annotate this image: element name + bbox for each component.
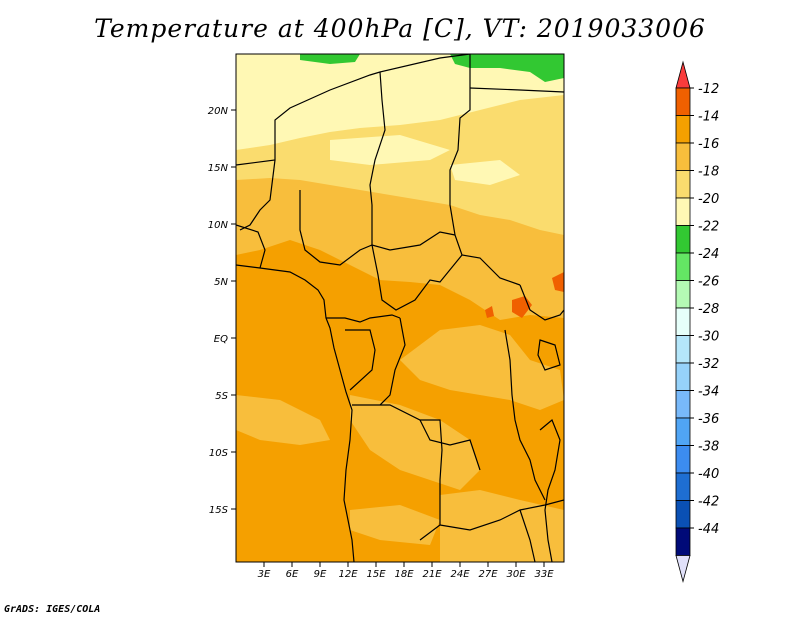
- colorbar-label: -38: [698, 440, 719, 455]
- colorbar-swatch: [675, 362, 691, 391]
- colorbar-swatch: [675, 87, 691, 116]
- colorbar-swatch: [675, 527, 691, 556]
- band-minus18-minus16-patch2: [350, 395, 480, 490]
- x-tick-label: 24E: [450, 569, 470, 580]
- x-axis-labels: 3E 6E 9E 12E 15E 18E 21E 24E 27E 30E 33E: [258, 569, 555, 580]
- colorbar-label: -26: [698, 275, 719, 290]
- x-tick-label: 3E: [258, 569, 271, 580]
- band-minus22-minus20-patch: [330, 135, 450, 165]
- colorbar-label: -28: [698, 302, 719, 317]
- x-tick-label: 6E: [286, 569, 299, 580]
- x-tick-label: 27E: [478, 569, 498, 580]
- colorbar-label: -34: [698, 385, 719, 400]
- colorbar-label: -22: [698, 220, 719, 235]
- colorbar-label: -32: [698, 357, 719, 372]
- country-borders: [236, 54, 564, 562]
- colorbar-label: -36: [698, 412, 719, 427]
- y-tick-label: 5N: [214, 277, 228, 288]
- colorbar: -12 -14 -16 -18 -20 -22 -24 -26 -28 -30 -32 -34 -36 -…: [675, 60, 719, 584]
- colorbar-swatch: [675, 115, 691, 144]
- map-frame: [235, 53, 565, 563]
- x-tick-label: 33E: [534, 569, 554, 580]
- colorbar-swatch: [675, 500, 691, 529]
- colorbar-top-arrow: [675, 60, 691, 89]
- axis-ticks: [231, 109, 545, 567]
- y-tick-label: 15N: [208, 163, 229, 174]
- y-tick-label: 5S: [215, 391, 228, 402]
- band-minus14-minus12-patch2: [552, 272, 564, 292]
- y-tick-label: 20N: [208, 106, 229, 117]
- x-tick-label: 21E: [422, 569, 442, 580]
- x-tick-label: 30E: [506, 569, 526, 580]
- colorbar-label: -24: [698, 247, 719, 262]
- colorbar-bottom-arrow: [675, 555, 691, 584]
- x-tick-label: 18E: [394, 569, 414, 580]
- colorbar-label: -42: [698, 495, 719, 510]
- colorbar-swatch: [675, 335, 691, 364]
- colorbar-label: -40: [698, 467, 719, 482]
- colorbar-swatch: [675, 445, 691, 474]
- band-minus18-minus16-patch4: [350, 505, 440, 545]
- band-minus14-minus12-patch3: [485, 306, 494, 318]
- y-tick-label: 15S: [209, 505, 229, 516]
- y-tick-label: 10N: [208, 220, 229, 231]
- colorbar-label: -16: [698, 137, 719, 152]
- band-minus22-minus20-patch2: [450, 160, 520, 185]
- colorbar-label: -14: [698, 110, 719, 125]
- x-tick-label: 12E: [338, 569, 358, 580]
- x-tick-label: 9E: [314, 569, 327, 580]
- map-title: Temperature at 400hPa [C], VT: 201903300…: [94, 14, 706, 43]
- band-minus24-minus22-west: [300, 54, 360, 64]
- colorbar-swatch: [675, 417, 691, 446]
- colorbar-swatch: [675, 307, 691, 336]
- band-minus18-minus16-patch: [400, 325, 564, 410]
- colorbar-swatch: [675, 390, 691, 419]
- colorbar-label: -30: [698, 330, 719, 345]
- colorbar-swatch: [675, 472, 691, 501]
- colorbar-swatch: [675, 197, 691, 226]
- y-tick-label: 10S: [209, 448, 229, 459]
- band-minus24-minus22-east: [450, 54, 564, 82]
- y-axis-labels: 20N 15N 10N 5N EQ 5S 10S 15S: [208, 106, 229, 516]
- colorbar-label: -44: [698, 522, 719, 537]
- colorbar-label: -18: [698, 165, 719, 180]
- colorbar-label: -20: [698, 192, 719, 207]
- colorbar-swatch: [675, 142, 691, 171]
- y-tick-label: EQ: [214, 334, 228, 345]
- colorbar-swatch: [675, 252, 691, 281]
- colorbar-swatch: [675, 280, 691, 309]
- colorbar-swatch: [675, 170, 691, 199]
- band-minus22-minus20: [236, 54, 564, 150]
- colorbar-swatch: [675, 225, 691, 254]
- x-tick-label: 15E: [366, 569, 386, 580]
- band-minus18-minus16-patch3: [236, 395, 330, 445]
- colorbar-label: -12: [698, 82, 719, 97]
- grads-credit: GrADS: IGES/COLA: [4, 604, 101, 615]
